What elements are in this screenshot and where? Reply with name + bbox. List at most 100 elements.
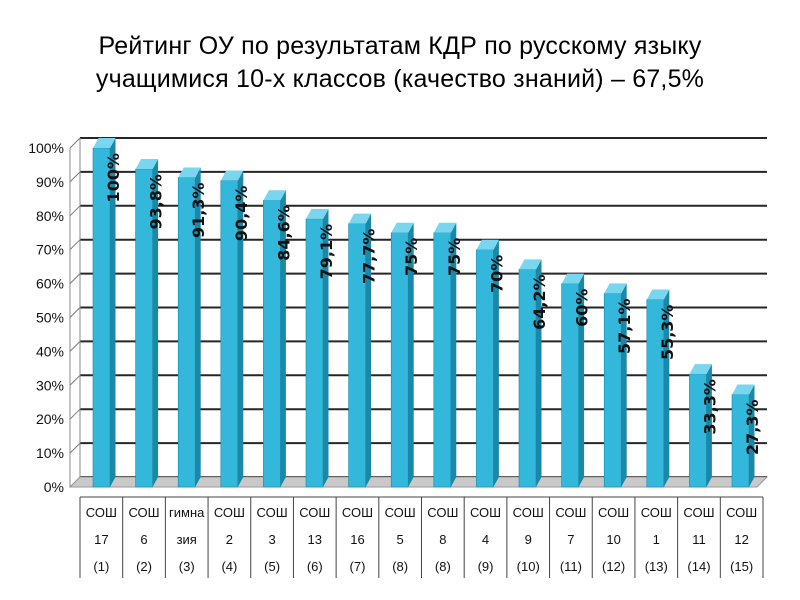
chart-title-line-1: Рейтинг ОУ по результатам КДР по русском… bbox=[98, 32, 702, 60]
bar-value-label: 33,3% bbox=[700, 379, 719, 435]
category-label: (9) bbox=[478, 559, 494, 574]
gridline-depth bbox=[69, 171, 81, 183]
category-label: 12 bbox=[734, 532, 748, 547]
bar-top bbox=[519, 259, 542, 270]
bar-value-label: 77,7% bbox=[360, 229, 379, 285]
category-label: СОШ bbox=[128, 505, 159, 520]
category-label: СОШ bbox=[86, 505, 117, 520]
category-label: 17 bbox=[94, 532, 108, 547]
bar-side bbox=[663, 289, 670, 487]
category-label: (4) bbox=[221, 559, 237, 574]
gridline-depth bbox=[69, 374, 81, 386]
bar-side bbox=[450, 222, 457, 487]
bar-top bbox=[646, 289, 670, 300]
bar-top bbox=[348, 213, 372, 224]
y-tick-label: 80% bbox=[36, 208, 64, 224]
bar-value-label: 91,3% bbox=[189, 182, 208, 238]
category-label: (6) bbox=[307, 559, 323, 574]
bar-side bbox=[706, 364, 712, 487]
gridline-depth bbox=[69, 408, 81, 420]
bar-side bbox=[237, 170, 244, 487]
category-label: 8 bbox=[439, 532, 446, 547]
category-label: гимна bbox=[169, 505, 205, 520]
bar-side bbox=[408, 222, 414, 487]
category-label: 5 bbox=[397, 532, 404, 547]
bar-value-label: 90,4% bbox=[232, 186, 251, 242]
bar-value-label: 93,8% bbox=[147, 174, 166, 230]
bar-top bbox=[561, 273, 585, 284]
bar bbox=[263, 190, 286, 488]
bar-value-label: 27,3% bbox=[743, 399, 762, 455]
bar-value-label: 100% bbox=[104, 153, 123, 202]
category-label: 11 bbox=[692, 532, 706, 547]
bar-top bbox=[391, 222, 414, 233]
y-tick-label: 100% bbox=[28, 140, 64, 156]
category-label: (13) bbox=[645, 559, 668, 574]
category-label: СОШ bbox=[513, 505, 544, 520]
bar-top bbox=[689, 364, 712, 375]
category-label: (8) bbox=[392, 559, 408, 574]
category-label: СОШ bbox=[726, 505, 757, 520]
gridline-depth bbox=[69, 273, 81, 284]
bar bbox=[476, 239, 499, 488]
bar-side bbox=[749, 384, 755, 487]
category-label: 3 bbox=[268, 532, 275, 547]
bar bbox=[646, 289, 670, 488]
bar-side bbox=[110, 138, 116, 487]
gridline-depth bbox=[69, 239, 81, 251]
y-tick-label: 30% bbox=[36, 377, 64, 393]
category-label: 7 bbox=[567, 532, 574, 547]
chart-title-line-2: учащимися 10-х классов (качество знаний)… bbox=[95, 65, 705, 93]
y-tick-label: 90% bbox=[36, 174, 64, 190]
bar-value-label: 64,2% bbox=[530, 274, 549, 330]
gridline-depth bbox=[69, 442, 81, 454]
y-tick-label: 20% bbox=[36, 411, 64, 427]
gridline-depth bbox=[69, 137, 81, 149]
category-label: (3) bbox=[179, 559, 195, 574]
gridline-depth bbox=[69, 341, 81, 352]
bar-value-label: 84,6% bbox=[274, 205, 293, 261]
category-label: СОШ bbox=[555, 505, 586, 520]
category-label: (15) bbox=[730, 559, 753, 574]
category-label: СОШ bbox=[641, 505, 672, 520]
bar bbox=[518, 259, 542, 488]
bar-value-label: 55,3% bbox=[658, 305, 677, 361]
bar bbox=[603, 283, 627, 488]
bar bbox=[220, 170, 244, 488]
category-label: 4 bbox=[482, 532, 489, 547]
bar bbox=[390, 222, 414, 488]
bar bbox=[348, 213, 372, 488]
category-label: 6 bbox=[140, 532, 147, 547]
bar bbox=[561, 273, 585, 488]
bar-top bbox=[604, 283, 627, 294]
bar bbox=[92, 138, 116, 488]
y-tick-label: 10% bbox=[36, 445, 64, 461]
bar-top bbox=[433, 222, 457, 233]
bar-value-label: 75% bbox=[402, 238, 421, 276]
bar-side bbox=[280, 190, 286, 487]
chart-title: Рейтинг ОУ по результатам КДР по русском… bbox=[0, 30, 800, 96]
y-tick-label: 50% bbox=[36, 310, 64, 326]
category-label: 9 bbox=[525, 532, 532, 547]
category-label: 10 bbox=[606, 532, 620, 547]
category-label: (1) bbox=[93, 559, 109, 574]
bar bbox=[135, 159, 159, 488]
category-label: (10) bbox=[517, 559, 540, 574]
y-tick-label: 60% bbox=[36, 276, 64, 292]
category-table: СОШ17(1)СОШ6(2)гимназия(3)СОШ2(4)СОШ3(5)… bbox=[79, 496, 764, 578]
bar-top bbox=[220, 170, 244, 181]
bar-top bbox=[263, 190, 286, 201]
gridline-depth bbox=[69, 205, 81, 217]
y-tick-label: 0% bbox=[44, 479, 64, 495]
bar-top bbox=[135, 159, 159, 170]
y-tick-label: 70% bbox=[36, 242, 64, 258]
category-label: 1 bbox=[653, 532, 660, 547]
bars bbox=[92, 138, 755, 488]
bar-value-label: 70% bbox=[487, 255, 506, 293]
category-label: (12) bbox=[602, 559, 625, 574]
category-label: (11) bbox=[560, 559, 582, 574]
category-label: зия bbox=[177, 532, 197, 547]
bar-value-label: 57,1% bbox=[615, 298, 634, 354]
category-label: СОШ bbox=[299, 505, 330, 520]
